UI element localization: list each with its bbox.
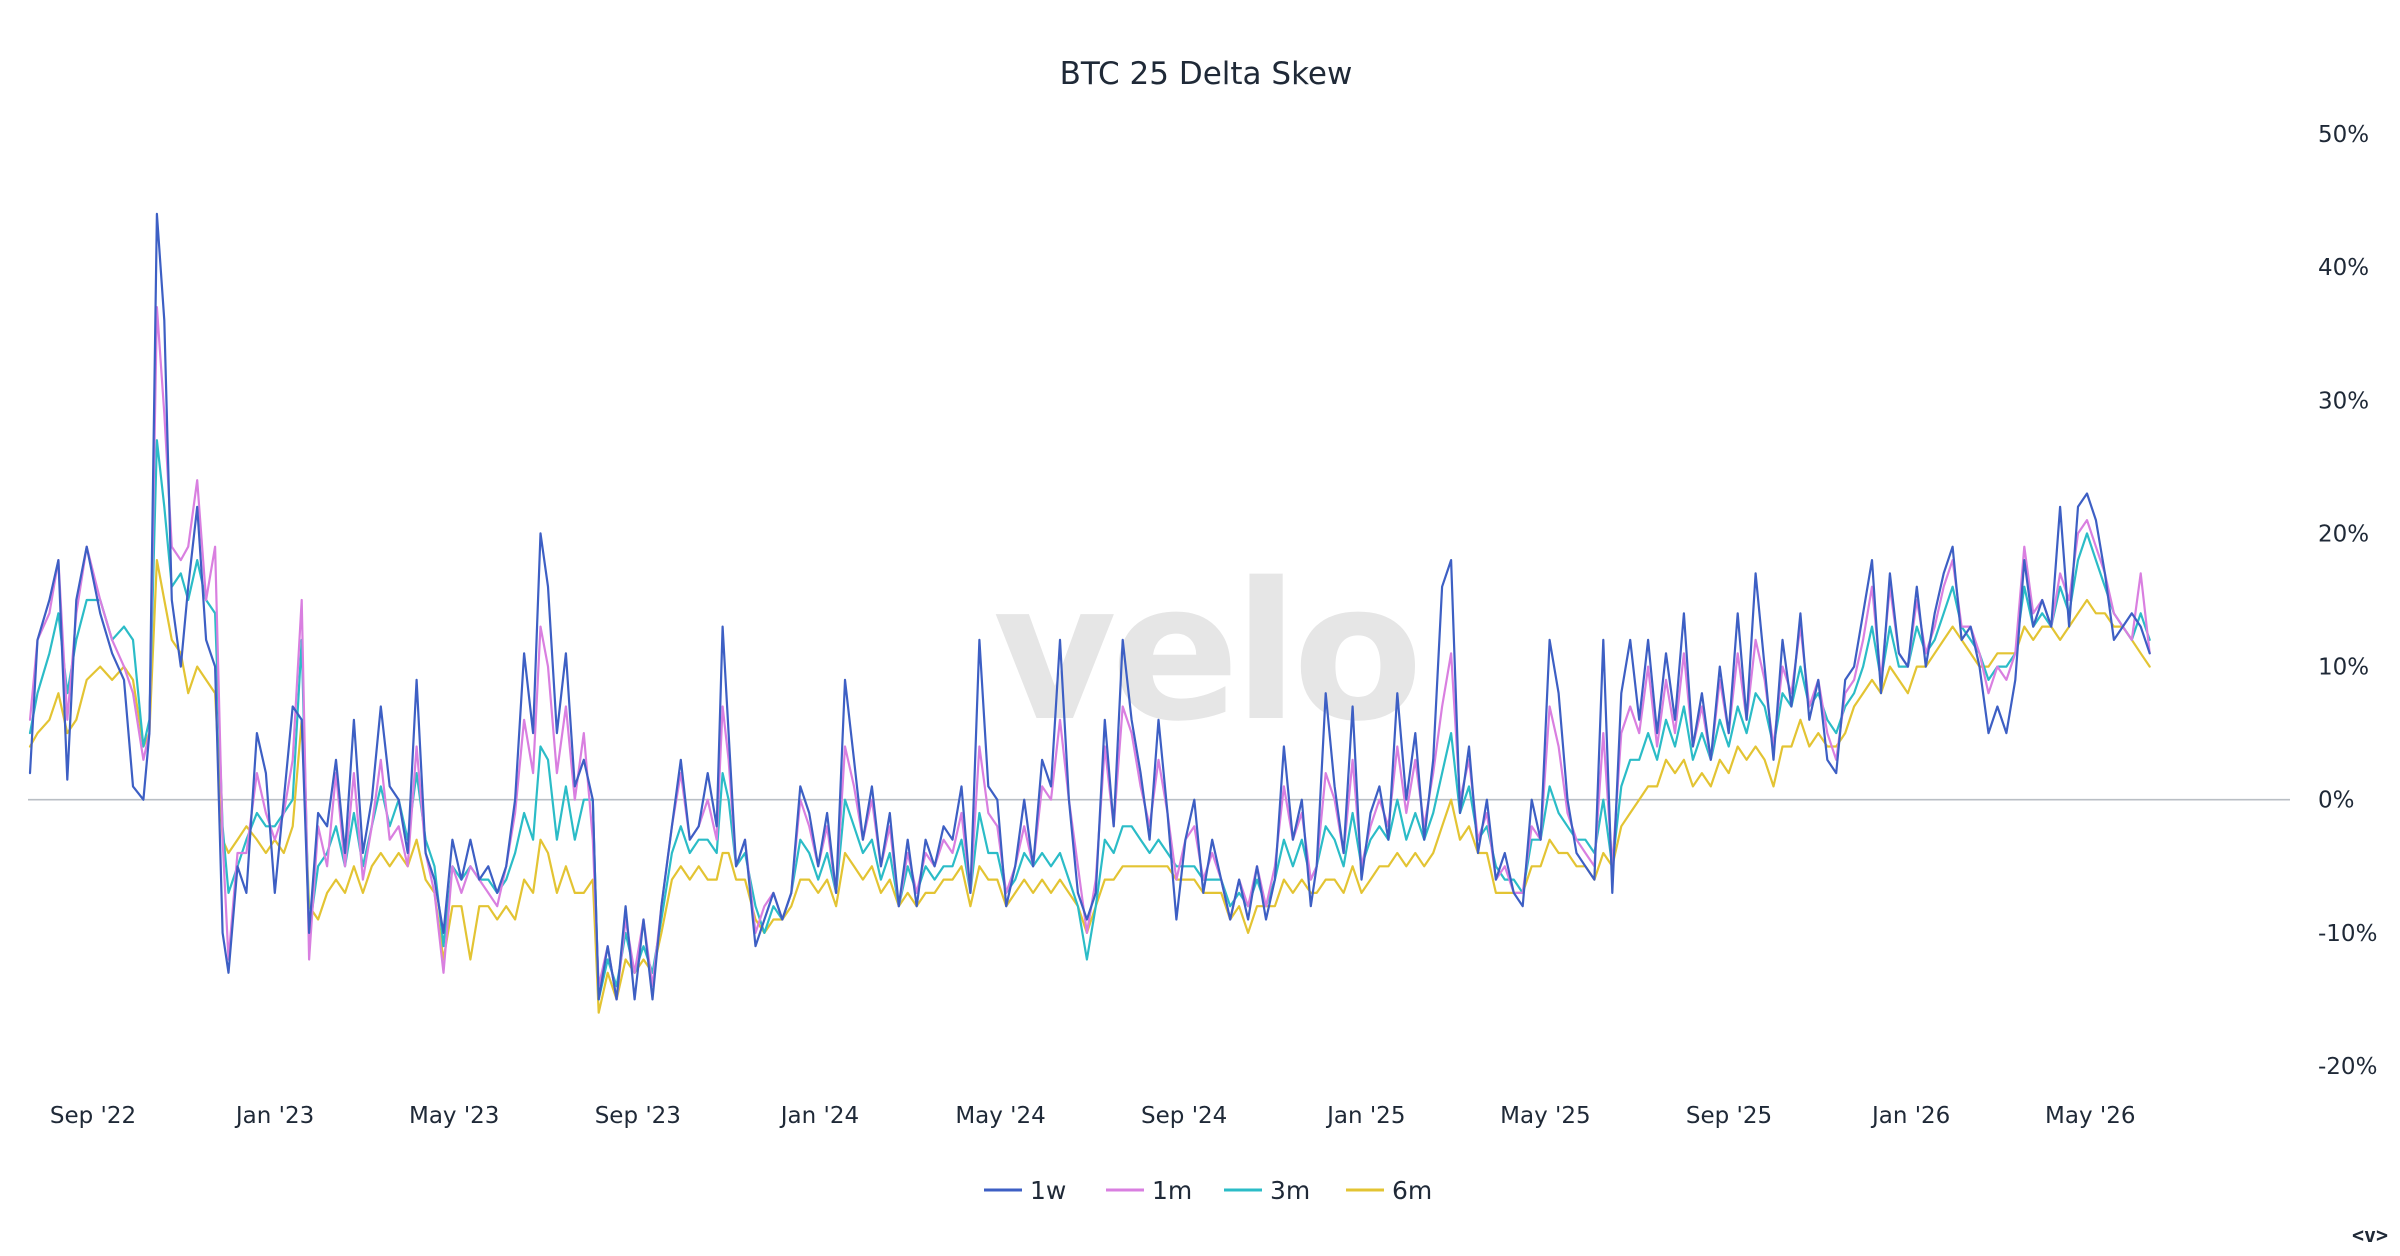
x-tick-label: May '24 <box>955 1103 1045 1129</box>
x-tick-label: May '25 <box>1500 1103 1590 1129</box>
x-tick-label: Sep '25 <box>1686 1103 1772 1129</box>
legend-label: 1w <box>1030 1176 1066 1205</box>
x-tick-label: May '26 <box>2045 1103 2135 1129</box>
y-tick-label: 10% <box>2318 655 2369 681</box>
x-tick-label: Sep '22 <box>50 1103 136 1129</box>
y-tick-label: 50% <box>2318 122 2369 148</box>
y-tick-label: 20% <box>2318 521 2369 547</box>
y-tick-label: 30% <box>2318 388 2369 414</box>
x-tick-label: May '23 <box>409 1103 499 1129</box>
y-tick-label: -10% <box>2318 921 2377 947</box>
nav-arrows-button[interactable]: <v> <box>2352 1223 2388 1247</box>
x-tick-label: Sep '24 <box>1141 1103 1227 1129</box>
x-tick-label: Sep '23 <box>595 1103 681 1129</box>
series-line-1w <box>28 212 2151 1001</box>
legend-item-6m[interactable]: 6m <box>1346 1176 1432 1205</box>
legend-label: 6m <box>1392 1176 1432 1205</box>
x-tick-label: Jan '23 <box>234 1103 314 1129</box>
chart-title: BTC 25 Delta Skew <box>1060 56 1353 92</box>
x-tick-label: Jan '24 <box>779 1103 859 1129</box>
x-tick-label: Jan '26 <box>1870 1103 1950 1129</box>
legend-item-1w[interactable]: 1w <box>984 1176 1066 1205</box>
legend[interactable]: 1w 1m 3m 6m <box>984 1176 1432 1205</box>
y-axis: 50% 40% 30% 20% 10% 0% -10% -20% <box>2318 122 2377 1080</box>
x-tick-label: Jan '25 <box>1325 1103 1405 1129</box>
x-axis: Sep '22 Jan '23 May '23 Sep '23 Jan '24 May '… <box>50 1103 2136 1129</box>
legend-item-3m[interactable]: 3m <box>1224 1176 1310 1205</box>
y-tick-label: 40% <box>2318 255 2369 281</box>
y-tick-label: 0% <box>2318 788 2355 814</box>
legend-item-1m[interactable]: 1m <box>1106 1176 1192 1205</box>
y-tick-label: -20% <box>2318 1054 2377 1080</box>
legend-label: 1m <box>1152 1176 1192 1205</box>
legend-label: 3m <box>1270 1176 1310 1205</box>
series-lines <box>28 212 2151 1014</box>
